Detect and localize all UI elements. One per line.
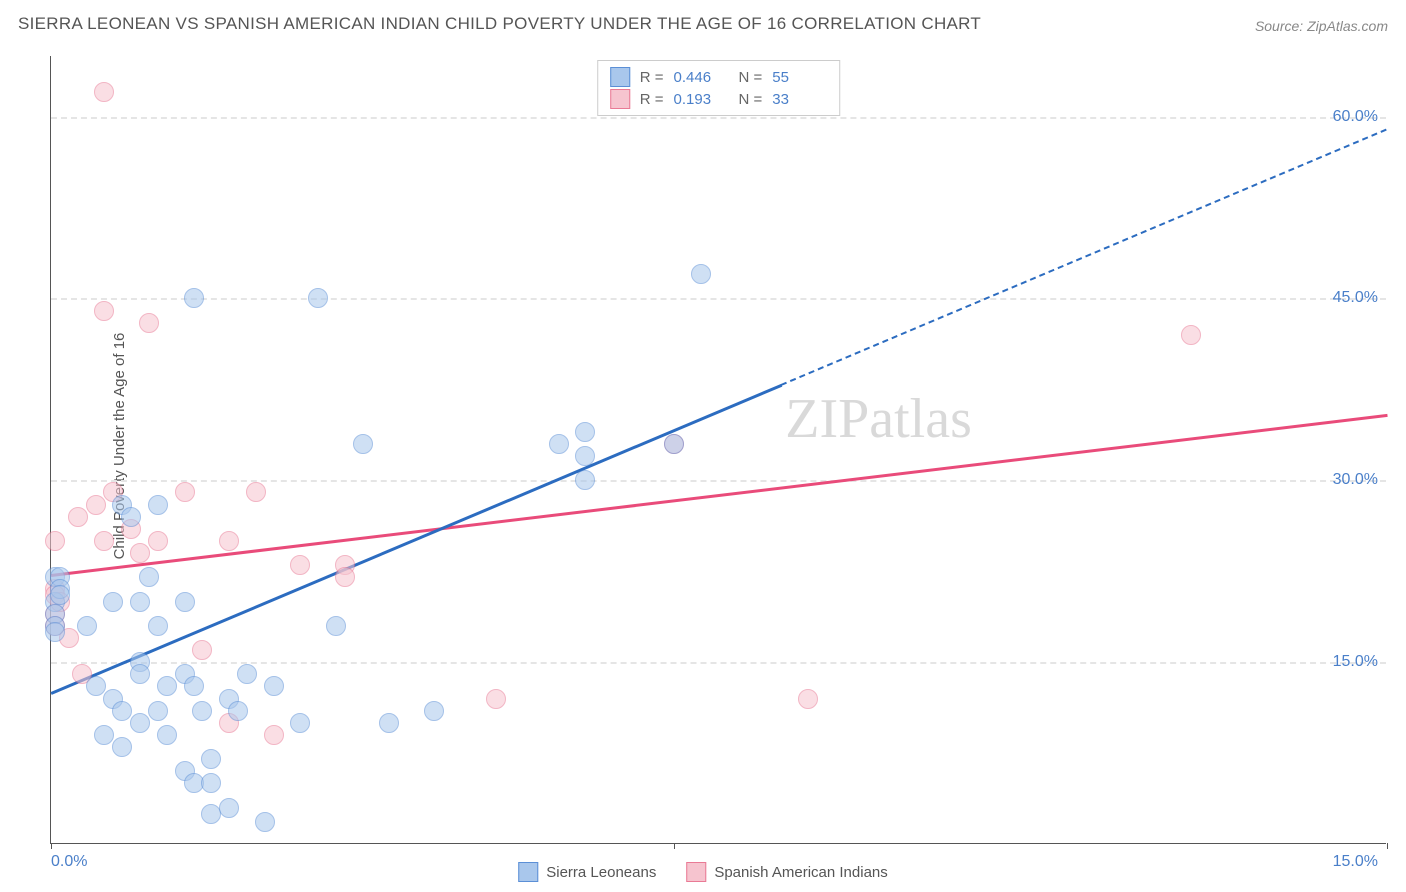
stats-legend: R = 0.446 N = 55 R = 0.193 N = 33 [597,60,841,116]
data-point [45,531,65,551]
data-point [219,798,239,818]
data-point [94,531,114,551]
data-point [112,701,132,721]
data-point [139,567,159,587]
legend-item-pink: Spanish American Indians [686,862,887,882]
data-point [290,555,310,575]
y-tick-label: 45.0% [1333,289,1378,307]
chart-container: SIERRA LEONEAN VS SPANISH AMERICAN INDIA… [0,0,1406,892]
data-point [264,725,284,745]
data-point [68,507,88,527]
r-label: R = [640,69,664,86]
data-point [148,495,168,515]
x-tick-min: 0.0% [51,853,87,871]
data-point [264,676,284,696]
data-point [335,567,355,587]
swatch-pink [610,89,630,109]
data-point [184,676,204,696]
swatch-blue [610,67,630,87]
data-point [228,701,248,721]
data-point [691,264,711,284]
series-legend: Sierra Leoneans Spanish American Indians [518,862,888,882]
trend-line [781,129,1387,386]
n-label: N = [739,69,763,86]
data-point [549,434,569,454]
data-point [77,616,97,636]
data-point [192,701,212,721]
data-point [94,725,114,745]
data-point [1181,325,1201,345]
data-point [94,301,114,321]
data-point [103,592,123,612]
n-value-pink: 33 [772,91,827,108]
r-label: R = [640,91,664,108]
data-point [192,640,212,660]
stats-row-pink: R = 0.193 N = 33 [610,88,828,110]
data-point [130,713,150,733]
watermark: ZIPatlas [785,387,972,451]
data-point [219,531,239,551]
data-point [148,531,168,551]
data-point [201,773,221,793]
data-point [353,434,373,454]
data-point [184,288,204,308]
chart-title: SIERRA LEONEAN VS SPANISH AMERICAN INDIA… [18,14,981,34]
data-point [201,749,221,769]
source-attribution: Source: ZipAtlas.com [1255,18,1388,34]
r-value-blue: 0.446 [674,69,729,86]
data-point [255,812,275,832]
data-point [237,664,257,684]
data-point [45,622,65,642]
gridline [51,480,1386,482]
gridline [51,117,1386,119]
data-point [86,676,106,696]
r-value-pink: 0.193 [674,91,729,108]
swatch-blue [518,862,538,882]
data-point [130,543,150,563]
data-point [424,701,444,721]
swatch-pink [686,862,706,882]
x-tick-max: 15.0% [1333,853,1378,871]
data-point [112,737,132,757]
legend-item-blue: Sierra Leoneans [518,862,656,882]
gridline [51,662,1386,664]
data-point [139,313,159,333]
y-tick-label: 30.0% [1333,471,1378,489]
plot-area: ZIPatlas 0.0% 15.0% R = 0.446 N = 55 R =… [50,56,1386,844]
legend-label-pink: Spanish American Indians [714,864,887,881]
data-point [148,616,168,636]
data-point [290,713,310,733]
x-tick-mark [674,843,675,849]
data-point [130,664,150,684]
data-point [486,689,506,709]
x-tick-mark [51,843,52,849]
data-point [148,701,168,721]
data-point [130,592,150,612]
data-point [246,482,266,502]
data-point [175,482,195,502]
data-point [86,495,106,515]
data-point [575,422,595,442]
data-point [664,434,684,454]
n-label: N = [739,91,763,108]
legend-label-blue: Sierra Leoneans [546,864,656,881]
data-point [308,288,328,308]
y-tick-label: 60.0% [1333,108,1378,126]
data-point [157,725,177,745]
data-point [94,82,114,102]
data-point [121,507,141,527]
gridline [51,298,1386,300]
data-point [157,676,177,696]
stats-row-blue: R = 0.446 N = 55 [610,66,828,88]
data-point [575,470,595,490]
data-point [175,592,195,612]
data-point [326,616,346,636]
data-point [798,689,818,709]
n-value-blue: 55 [772,69,827,86]
y-tick-label: 15.0% [1333,653,1378,671]
data-point [575,446,595,466]
data-point [50,585,70,605]
data-point [379,713,399,733]
x-tick-mark [1387,843,1388,849]
